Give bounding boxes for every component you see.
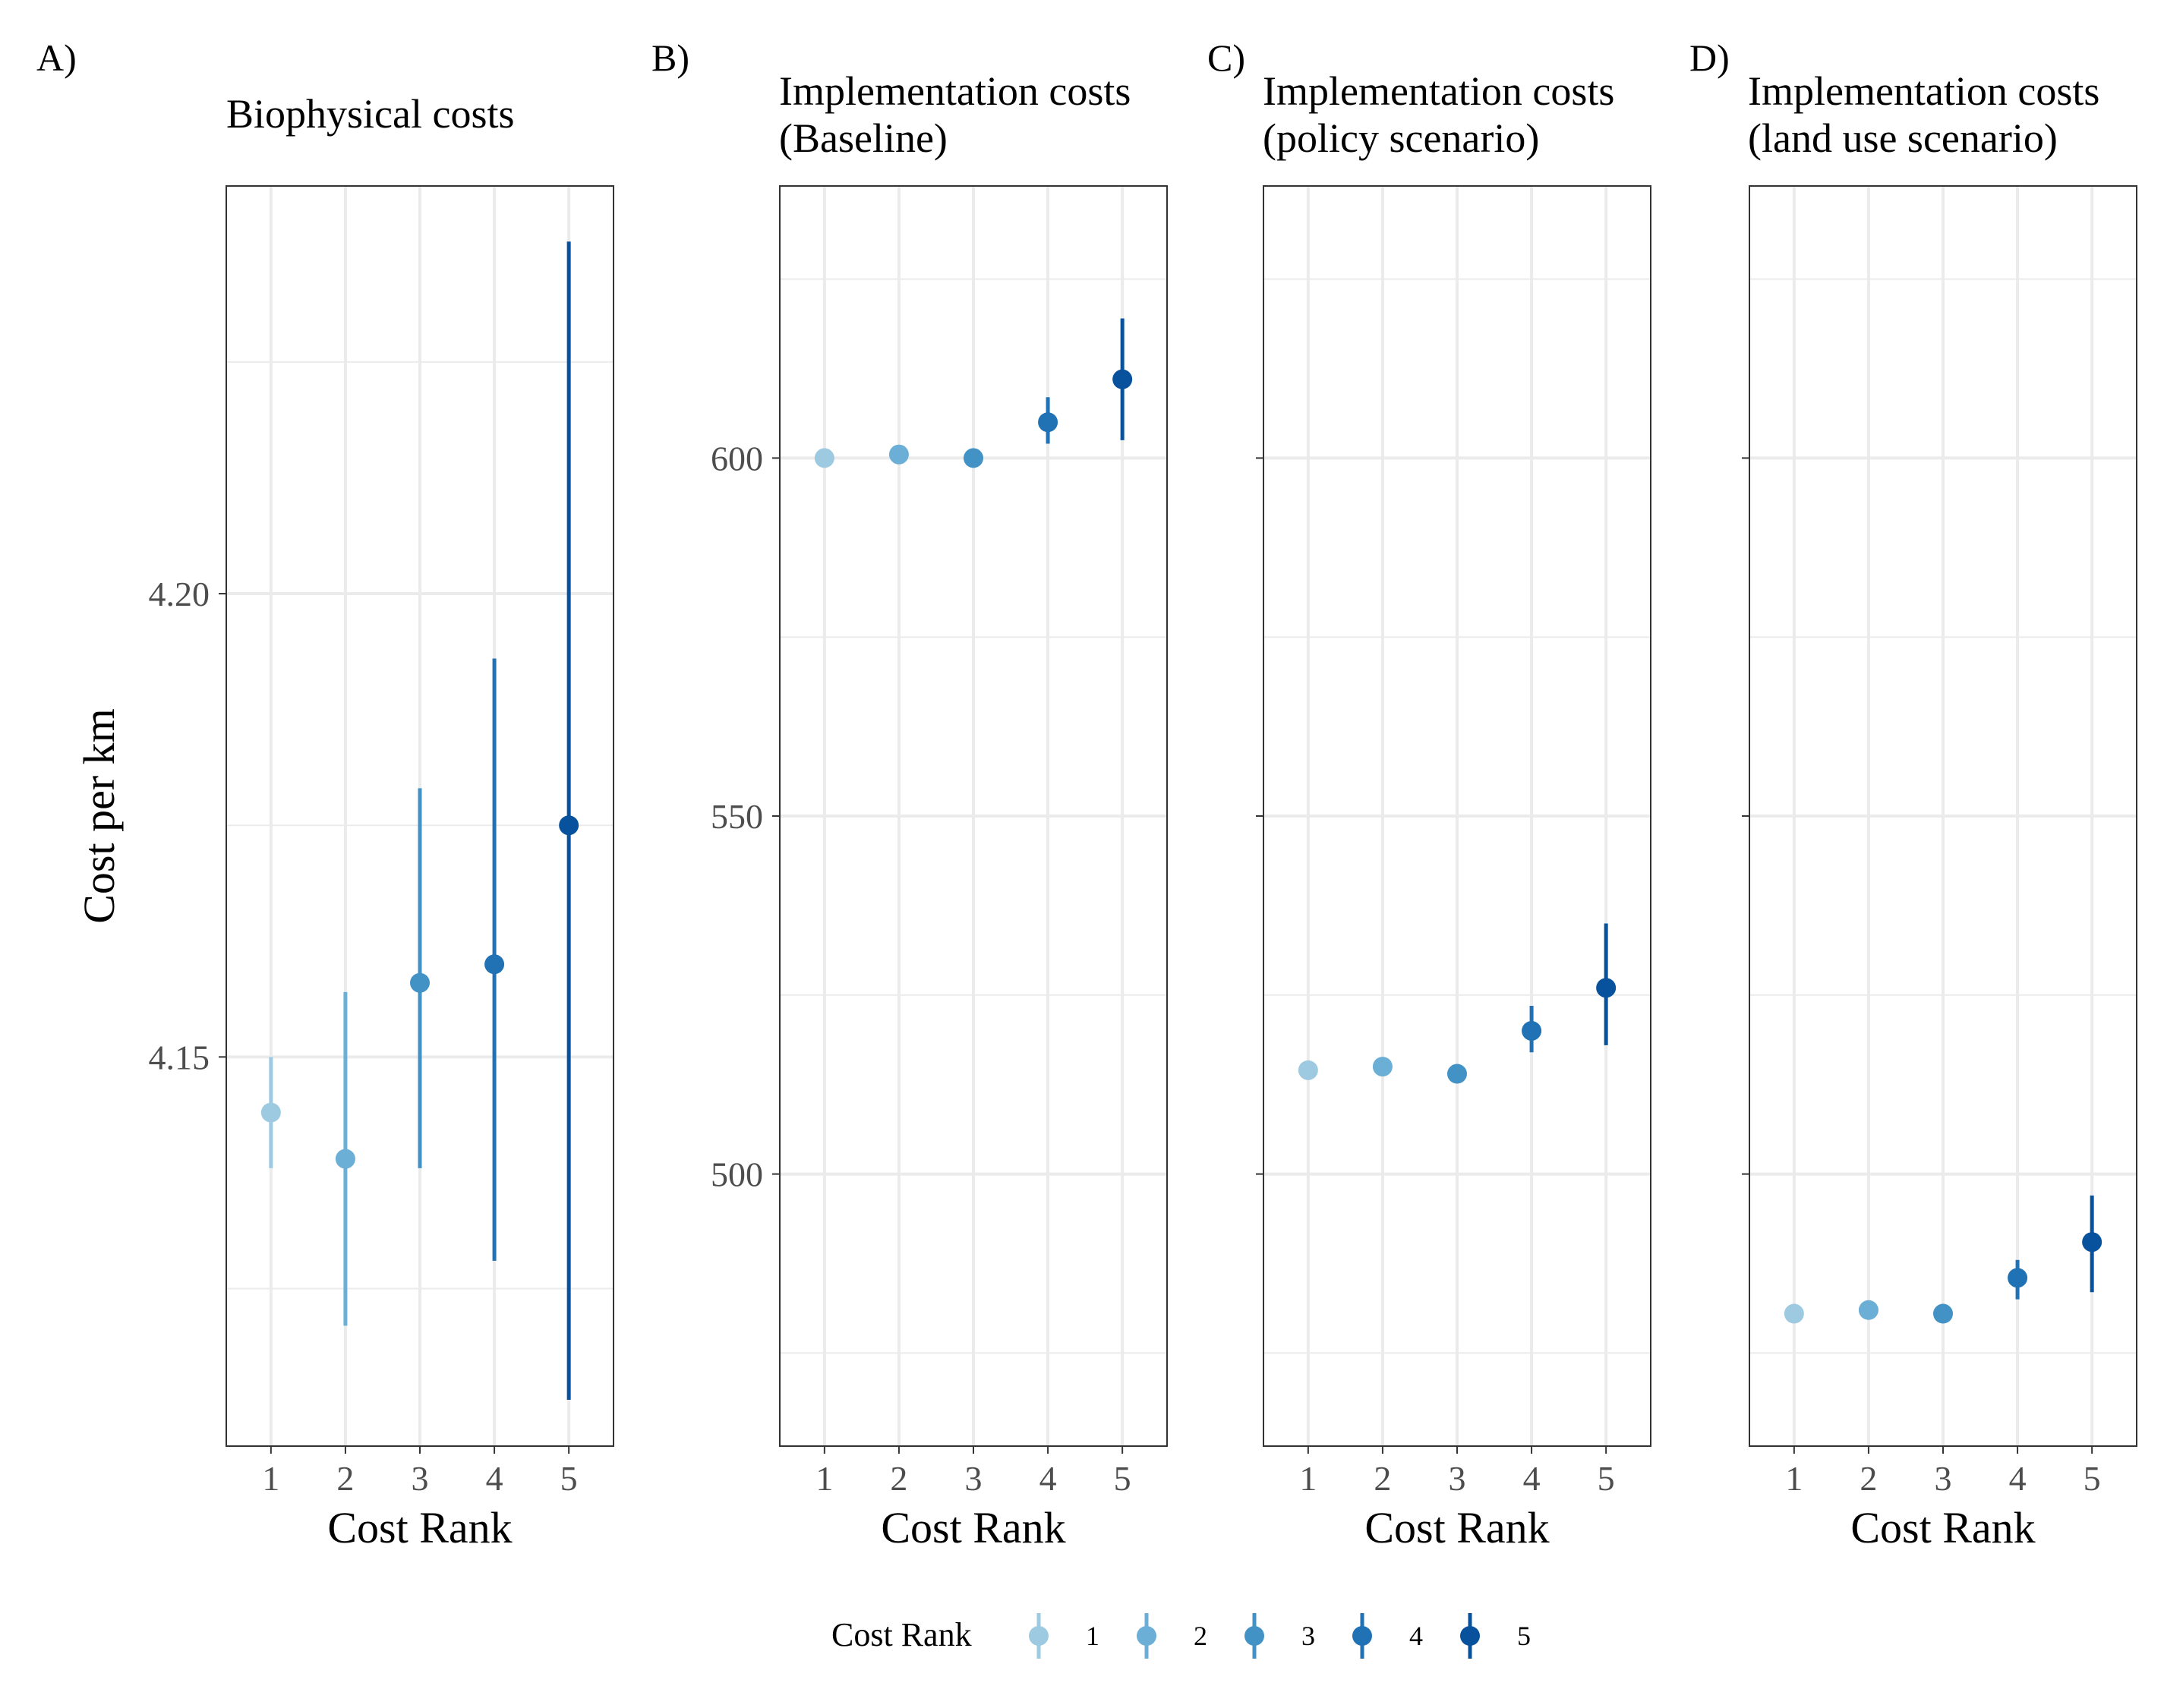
legend-key-point-3 bbox=[1244, 1626, 1264, 1646]
y-axis-title: Cost per km bbox=[74, 708, 124, 924]
point-rank-3 bbox=[410, 972, 430, 993]
panel-label: D) bbox=[1689, 36, 1730, 79]
point-rank-4 bbox=[1522, 1020, 1542, 1041]
panel-title-line: (Baseline) bbox=[779, 115, 948, 161]
x-tick-label: 1 bbox=[1299, 1459, 1317, 1498]
legend-label-3: 3 bbox=[1301, 1621, 1315, 1651]
panel-title-line: Implementation costs bbox=[1263, 68, 1614, 114]
x-axis-title: Cost Rank bbox=[1364, 1503, 1549, 1552]
panel-label: B) bbox=[651, 36, 689, 79]
point-rank-2 bbox=[888, 444, 909, 465]
point-rank-2 bbox=[1372, 1057, 1393, 1077]
legend-title: Cost Rank bbox=[831, 1616, 972, 1653]
x-axis-title: Cost Rank bbox=[881, 1503, 1065, 1552]
point-rank-3 bbox=[1933, 1303, 1953, 1324]
point-rank-3 bbox=[964, 448, 983, 468]
panel-title-line: (land use scenario) bbox=[1748, 115, 2058, 161]
panel-title-line: Implementation costs bbox=[1748, 68, 2099, 114]
y-tick-label: 4.20 bbox=[149, 575, 210, 613]
point-rank-4 bbox=[484, 954, 505, 975]
x-tick-label: 3 bbox=[1449, 1459, 1466, 1498]
y-tick-label: 600 bbox=[711, 439, 763, 477]
point-rank-1 bbox=[260, 1102, 281, 1123]
panel-a: A) Biophysical costs 4.15 4.20 1 2 3 4 5 Cost Ran… bbox=[36, 36, 614, 1552]
x-tick-label: 1 bbox=[1785, 1459, 1803, 1498]
x-tick-label: 1 bbox=[262, 1459, 279, 1498]
x-tick-label: 5 bbox=[1598, 1459, 1615, 1498]
legend-key-point-1 bbox=[1029, 1626, 1049, 1646]
point-rank-5 bbox=[559, 815, 579, 836]
y-tick-label: 550 bbox=[711, 797, 763, 836]
x-axis-title: Cost Rank bbox=[1850, 1503, 2035, 1552]
x-tick-label: 1 bbox=[815, 1459, 833, 1498]
x-tick-label: 4 bbox=[1523, 1459, 1541, 1498]
point-rank-2 bbox=[1858, 1300, 1879, 1320]
point-rank-1 bbox=[1784, 1303, 1804, 1324]
panel-label: A) bbox=[36, 36, 77, 79]
point-rank-1 bbox=[814, 448, 834, 468]
point-rank-3 bbox=[1447, 1064, 1467, 1084]
legend-key-point-2 bbox=[1137, 1626, 1156, 1646]
legend-label-1: 1 bbox=[1086, 1621, 1099, 1651]
panels: A) Biophysical costs 4.15 4.20 1 2 3 4 5 Cost Ran… bbox=[36, 36, 2137, 1552]
legend-key-point-4 bbox=[1352, 1626, 1372, 1646]
legend-key-point-5 bbox=[1460, 1626, 1480, 1646]
panel-label: C) bbox=[1207, 36, 1245, 79]
point-rank-1 bbox=[1298, 1060, 1318, 1080]
legend-label-5: 5 bbox=[1517, 1621, 1531, 1651]
point-rank-5 bbox=[1112, 369, 1133, 389]
x-tick-label: 2 bbox=[336, 1459, 354, 1498]
x-tick-label: 5 bbox=[560, 1459, 578, 1498]
point-rank-4 bbox=[1038, 412, 1058, 433]
y-tick-label: 4.15 bbox=[149, 1038, 210, 1076]
legend: Cost Rank 1 2 3 4 5 bbox=[831, 1613, 1531, 1659]
legend-label-4: 4 bbox=[1409, 1621, 1423, 1651]
x-tick-label: 5 bbox=[1114, 1459, 1131, 1498]
x-tick-label: 4 bbox=[486, 1459, 503, 1498]
panel-b: B) Implementation costs (Baseline) 500 550 6… bbox=[651, 36, 1168, 1552]
panel-c: C) Implementation costs(policy scenario) 1… bbox=[1207, 36, 1651, 1552]
panel-d: D) Implementation costs(land use scenario… bbox=[1689, 36, 2137, 1552]
y-tick-label: 500 bbox=[711, 1155, 763, 1194]
x-tick-label: 2 bbox=[890, 1459, 907, 1498]
point-rank-2 bbox=[335, 1149, 355, 1169]
x-tick-label: 3 bbox=[1935, 1459, 1952, 1498]
x-tick-label: 5 bbox=[2084, 1459, 2101, 1498]
x-tick-label: 2 bbox=[1860, 1459, 1877, 1498]
x-tick-label: 3 bbox=[412, 1459, 429, 1498]
legend-label-2: 2 bbox=[1194, 1621, 1207, 1651]
x-axis-title: Cost Rank bbox=[327, 1503, 512, 1552]
point-rank-5 bbox=[1596, 978, 1617, 998]
x-tick-label: 2 bbox=[1374, 1459, 1391, 1498]
panel-title-line: Implementation costs bbox=[779, 68, 1131, 114]
x-tick-label: 3 bbox=[965, 1459, 983, 1498]
panel-title-line: (policy scenario) bbox=[1263, 115, 1539, 161]
point-rank-4 bbox=[2008, 1268, 2028, 1288]
x-tick-label: 4 bbox=[1039, 1459, 1057, 1498]
point-rank-5 bbox=[2082, 1232, 2102, 1253]
panel-title-line: Biophysical costs bbox=[226, 91, 514, 137]
x-tick-label: 4 bbox=[2009, 1459, 2027, 1498]
